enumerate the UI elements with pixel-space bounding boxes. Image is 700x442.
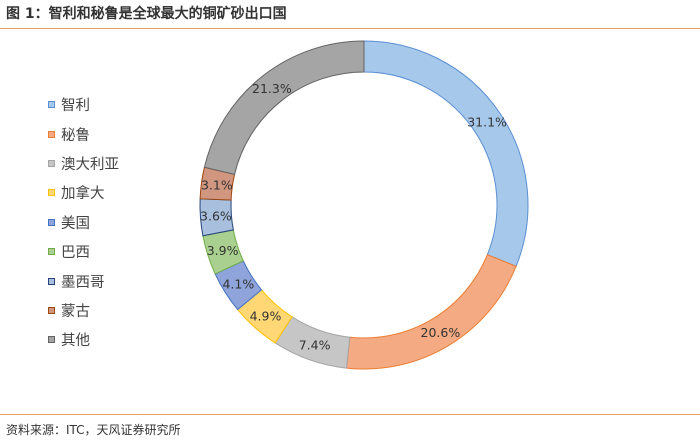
legend-swatch [48, 101, 55, 109]
legend-label: 巴西 [61, 245, 90, 262]
slice-data-label: 3.1% [201, 178, 233, 193]
donut-slice [345, 254, 517, 370]
slice-data-label: 21.3% [252, 81, 292, 96]
legend-swatch [48, 336, 55, 344]
chart-title: 图 1：智利和秘鲁是全球最大的铜矿砂出口国 [6, 6, 287, 22]
legend-item: 澳大利亚 [48, 149, 119, 178]
legend-label: 美国 [61, 215, 90, 232]
slice-data-label: 3.6% [200, 209, 232, 224]
legend-item: 加拿大 [48, 178, 119, 207]
legend-label: 加拿大 [61, 186, 105, 203]
legend-item: 其他 [48, 325, 119, 354]
legend-swatch [48, 159, 55, 167]
slice-data-label: 20.6% [421, 325, 461, 340]
donut-slice [203, 40, 365, 175]
legend-item: 蒙古 [48, 296, 119, 325]
legend-item: 墨西哥 [48, 266, 119, 295]
source-note: 资料来源：ITC，天风证券研究所 [6, 423, 181, 437]
legend-label: 秘鲁 [61, 127, 90, 144]
legend-label: 其他 [61, 333, 90, 350]
legend-swatch [48, 248, 55, 256]
slice-data-label: 4.9% [250, 309, 282, 324]
legend-swatch [48, 218, 55, 226]
legend-item: 秘鲁 [48, 119, 119, 148]
legend-swatch [48, 130, 55, 138]
slice-data-label: 4.1% [222, 277, 254, 292]
bottom-divider [0, 414, 700, 415]
legend-item: 巴西 [48, 237, 119, 266]
legend-swatch [48, 306, 55, 314]
slice-data-label: 3.9% [207, 243, 239, 258]
donut-slice [363, 40, 529, 267]
legend-label: 澳大利亚 [61, 156, 119, 173]
top-divider [0, 28, 700, 29]
slice-data-label: 31.1% [467, 114, 507, 129]
legend-swatch [48, 277, 55, 285]
chart-legend: 智利秘鲁澳大利亚加拿大美国巴西墨西哥蒙古其他 [48, 90, 119, 355]
legend-label: 智利 [61, 98, 90, 115]
slice-data-label: 7.4% [299, 338, 331, 353]
legend-item: 美国 [48, 208, 119, 237]
legend-item: 智利 [48, 90, 119, 119]
legend-label: 墨西哥 [61, 274, 105, 291]
legend-swatch [48, 189, 55, 197]
legend-label: 蒙古 [61, 303, 90, 320]
